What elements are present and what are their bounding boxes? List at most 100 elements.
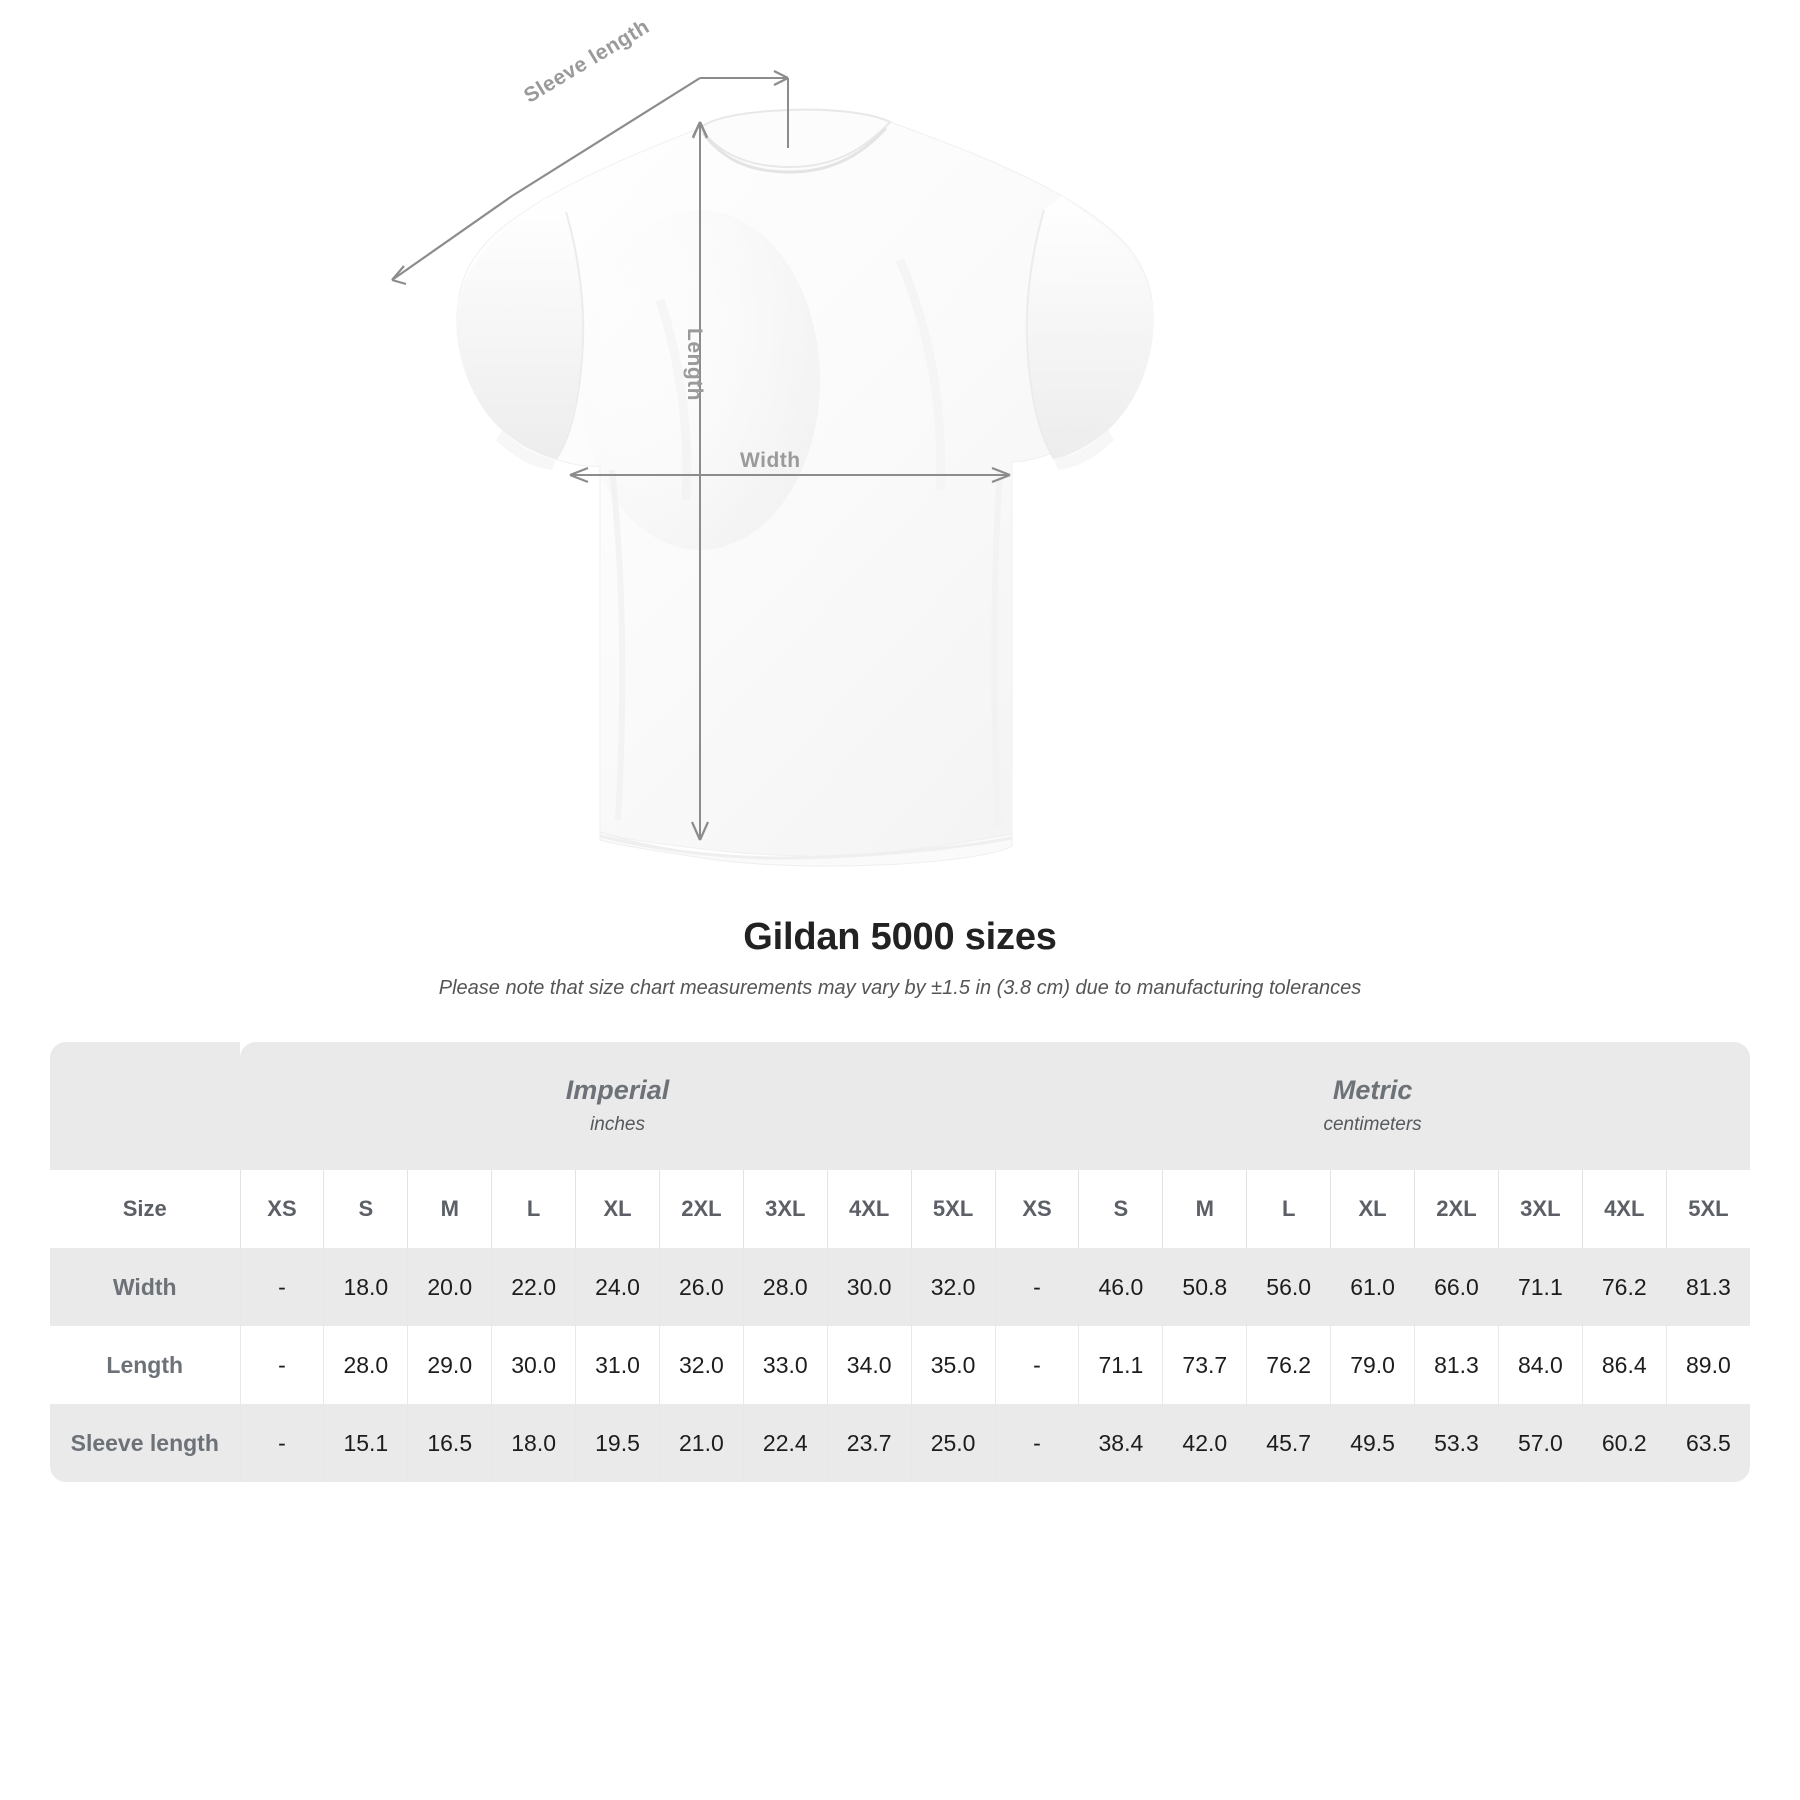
cell-sleeve-metric-s: 38.4 <box>1078 1404 1163 1482</box>
cell-sleeve-metric-3xl: 57.0 <box>1497 1404 1583 1482</box>
size-header-imperial-2xl: 2XL <box>658 1170 744 1248</box>
cell-length-metric-l: 76.2 <box>1246 1326 1331 1404</box>
page-subtitle: Please note that size chart measurements… <box>438 977 1362 999</box>
cell-width-imperial-xs: - <box>239 1248 324 1326</box>
unit-header-imperial: Imperial inches <box>240 1042 996 1170</box>
cell-sleeve-metric-l: 45.7 <box>1246 1404 1331 1482</box>
cell-length-imperial-xs: - <box>239 1326 324 1404</box>
cell-sleeve-imperial-3xl: 22.4 <box>742 1404 828 1482</box>
cell-sleeve-imperial-xl: 19.5 <box>575 1404 660 1482</box>
cell-width-metric-3xl: 71.1 <box>1497 1248 1583 1326</box>
size-header-metric-5xl: 5XL <box>1665 1170 1751 1248</box>
cell-width-imperial-5xl: 32.0 <box>910 1248 996 1326</box>
cell-length-imperial-2xl: 32.0 <box>658 1326 744 1404</box>
size-header-imperial-xl: XL <box>575 1170 660 1248</box>
cell-length-imperial-s: 28.0 <box>323 1326 408 1404</box>
cell-sleeve-imperial-5xl: 25.0 <box>910 1404 996 1482</box>
size-header-imperial-xs: XS <box>239 1170 324 1248</box>
cell-sleeve-imperial-4xl: 23.7 <box>826 1404 912 1482</box>
width-annotation-label: Width <box>740 449 801 472</box>
cell-length-imperial-m: 29.0 <box>407 1326 492 1404</box>
measurement-lines <box>391 70 1011 841</box>
cell-length-imperial-3xl: 33.0 <box>742 1326 828 1404</box>
cell-length-metric-xl: 79.0 <box>1330 1326 1415 1404</box>
size-header-metric-3xl: 3XL <box>1497 1170 1583 1248</box>
row-label-sleeve-length: Sleeve length <box>50 1404 240 1482</box>
cell-width-imperial-3xl: 28.0 <box>742 1248 828 1326</box>
table-row: Width - 18.0 20.0 22.0 24.0 26.0 28.0 30… <box>50 1248 1751 1326</box>
unit-name-imperial: Imperial <box>565 1075 670 1106</box>
cell-length-metric-5xl: 89.0 <box>1665 1326 1751 1404</box>
cell-sleeve-imperial-xs: - <box>239 1404 324 1482</box>
cell-width-metric-l: 56.0 <box>1246 1248 1331 1326</box>
cell-length-metric-m: 73.7 <box>1162 1326 1247 1404</box>
size-header-imperial-m: M <box>407 1170 492 1248</box>
tshirt-illustration <box>391 70 1154 867</box>
cell-sleeve-metric-xs: - <box>994 1404 1079 1482</box>
size-header-metric-xl: XL <box>1330 1170 1415 1248</box>
cell-length-imperial-4xl: 34.0 <box>826 1326 912 1404</box>
size-header-imperial-5xl: 5XL <box>910 1170 996 1248</box>
cell-sleeve-metric-2xl: 53.3 <box>1414 1404 1499 1482</box>
width-dimension <box>569 466 1011 484</box>
cell-width-metric-m: 50.8 <box>1162 1248 1247 1326</box>
unit-name-metric: Metric <box>1332 1075 1413 1106</box>
row-label-width: Width <box>50 1248 240 1326</box>
cell-width-metric-s: 46.0 <box>1078 1248 1163 1326</box>
size-row-label: Size <box>50 1170 240 1248</box>
cell-sleeve-imperial-s: 15.1 <box>323 1404 408 1482</box>
cell-length-metric-xs: - <box>994 1326 1079 1404</box>
cell-length-metric-s: 71.1 <box>1078 1326 1163 1404</box>
size-header-row: Size XS S M L XL 2XL 3XL 4XL 5XL XS S M … <box>50 1170 1751 1248</box>
cell-sleeve-metric-5xl: 63.5 <box>1665 1404 1751 1482</box>
row-label-length: Length <box>50 1326 240 1404</box>
cell-width-metric-4xl: 76.2 <box>1581 1248 1667 1326</box>
size-header-metric-xs: XS <box>994 1170 1079 1248</box>
cell-width-imperial-m: 20.0 <box>407 1248 492 1326</box>
unit-sub-metric: centimeters <box>1323 1113 1422 1135</box>
size-chart-table: Imperial inches Metric centimeters Size … <box>50 1042 1751 1482</box>
cell-sleeve-imperial-m: 16.5 <box>407 1404 492 1482</box>
size-header-metric-4xl: 4XL <box>1581 1170 1667 1248</box>
cell-width-imperial-2xl: 26.0 <box>658 1248 744 1326</box>
cell-sleeve-imperial-2xl: 21.0 <box>658 1404 744 1482</box>
cell-width-imperial-4xl: 30.0 <box>826 1248 912 1326</box>
cell-sleeve-imperial-l: 18.0 <box>491 1404 576 1482</box>
cell-length-metric-4xl: 86.4 <box>1581 1326 1667 1404</box>
cell-width-metric-5xl: 81.3 <box>1665 1248 1751 1326</box>
table-row: Length - 28.0 29.0 30.0 31.0 32.0 33.0 3… <box>50 1326 1751 1404</box>
cell-length-imperial-l: 30.0 <box>491 1326 576 1404</box>
cell-width-metric-xs: - <box>994 1248 1079 1326</box>
size-header-metric-l: L <box>1246 1170 1331 1248</box>
title-block: Gildan 5000 sizes Please note that size … <box>0 900 1800 1000</box>
unit-header-metric: Metric centimeters <box>995 1042 1751 1170</box>
length-annotation-label: Length <box>683 328 706 401</box>
cell-sleeve-metric-4xl: 60.2 <box>1581 1404 1667 1482</box>
size-header-metric-s: S <box>1078 1170 1163 1248</box>
cell-length-imperial-xl: 31.0 <box>575 1326 660 1404</box>
cell-width-metric-2xl: 66.0 <box>1414 1248 1499 1326</box>
cell-width-imperial-l: 22.0 <box>491 1248 576 1326</box>
unit-header-spacer <box>50 1042 240 1170</box>
table-row: Sleeve length - 15.1 16.5 18.0 19.5 21.0… <box>50 1404 1751 1482</box>
size-chart-table-wrap: Imperial inches Metric centimeters Size … <box>50 1042 1751 1482</box>
cell-length-imperial-5xl: 35.0 <box>910 1326 996 1404</box>
page-title: Gildan 5000 sizes <box>743 916 1057 958</box>
cell-width-imperial-s: 18.0 <box>323 1248 408 1326</box>
size-header-imperial-3xl: 3XL <box>742 1170 828 1248</box>
shirt-diagram-panel: Sleeve length Length Width <box>391 14 1154 867</box>
cell-width-metric-xl: 61.0 <box>1330 1248 1415 1326</box>
size-header-imperial-l: L <box>491 1170 576 1248</box>
size-header-metric-2xl: 2XL <box>1414 1170 1499 1248</box>
cell-length-metric-3xl: 84.0 <box>1497 1326 1583 1404</box>
unit-sub-imperial: inches <box>590 1113 645 1135</box>
size-header-metric-m: M <box>1162 1170 1247 1248</box>
cell-sleeve-metric-m: 42.0 <box>1162 1404 1247 1482</box>
size-header-imperial-4xl: 4XL <box>826 1170 912 1248</box>
cell-sleeve-metric-xl: 49.5 <box>1330 1404 1415 1482</box>
shirt-body <box>456 108 1154 867</box>
size-header-imperial-s: S <box>323 1170 408 1248</box>
cell-width-imperial-xl: 24.0 <box>575 1248 660 1326</box>
length-dimension <box>690 121 710 841</box>
unit-group-header-row: Imperial inches Metric centimeters <box>50 1042 1751 1170</box>
